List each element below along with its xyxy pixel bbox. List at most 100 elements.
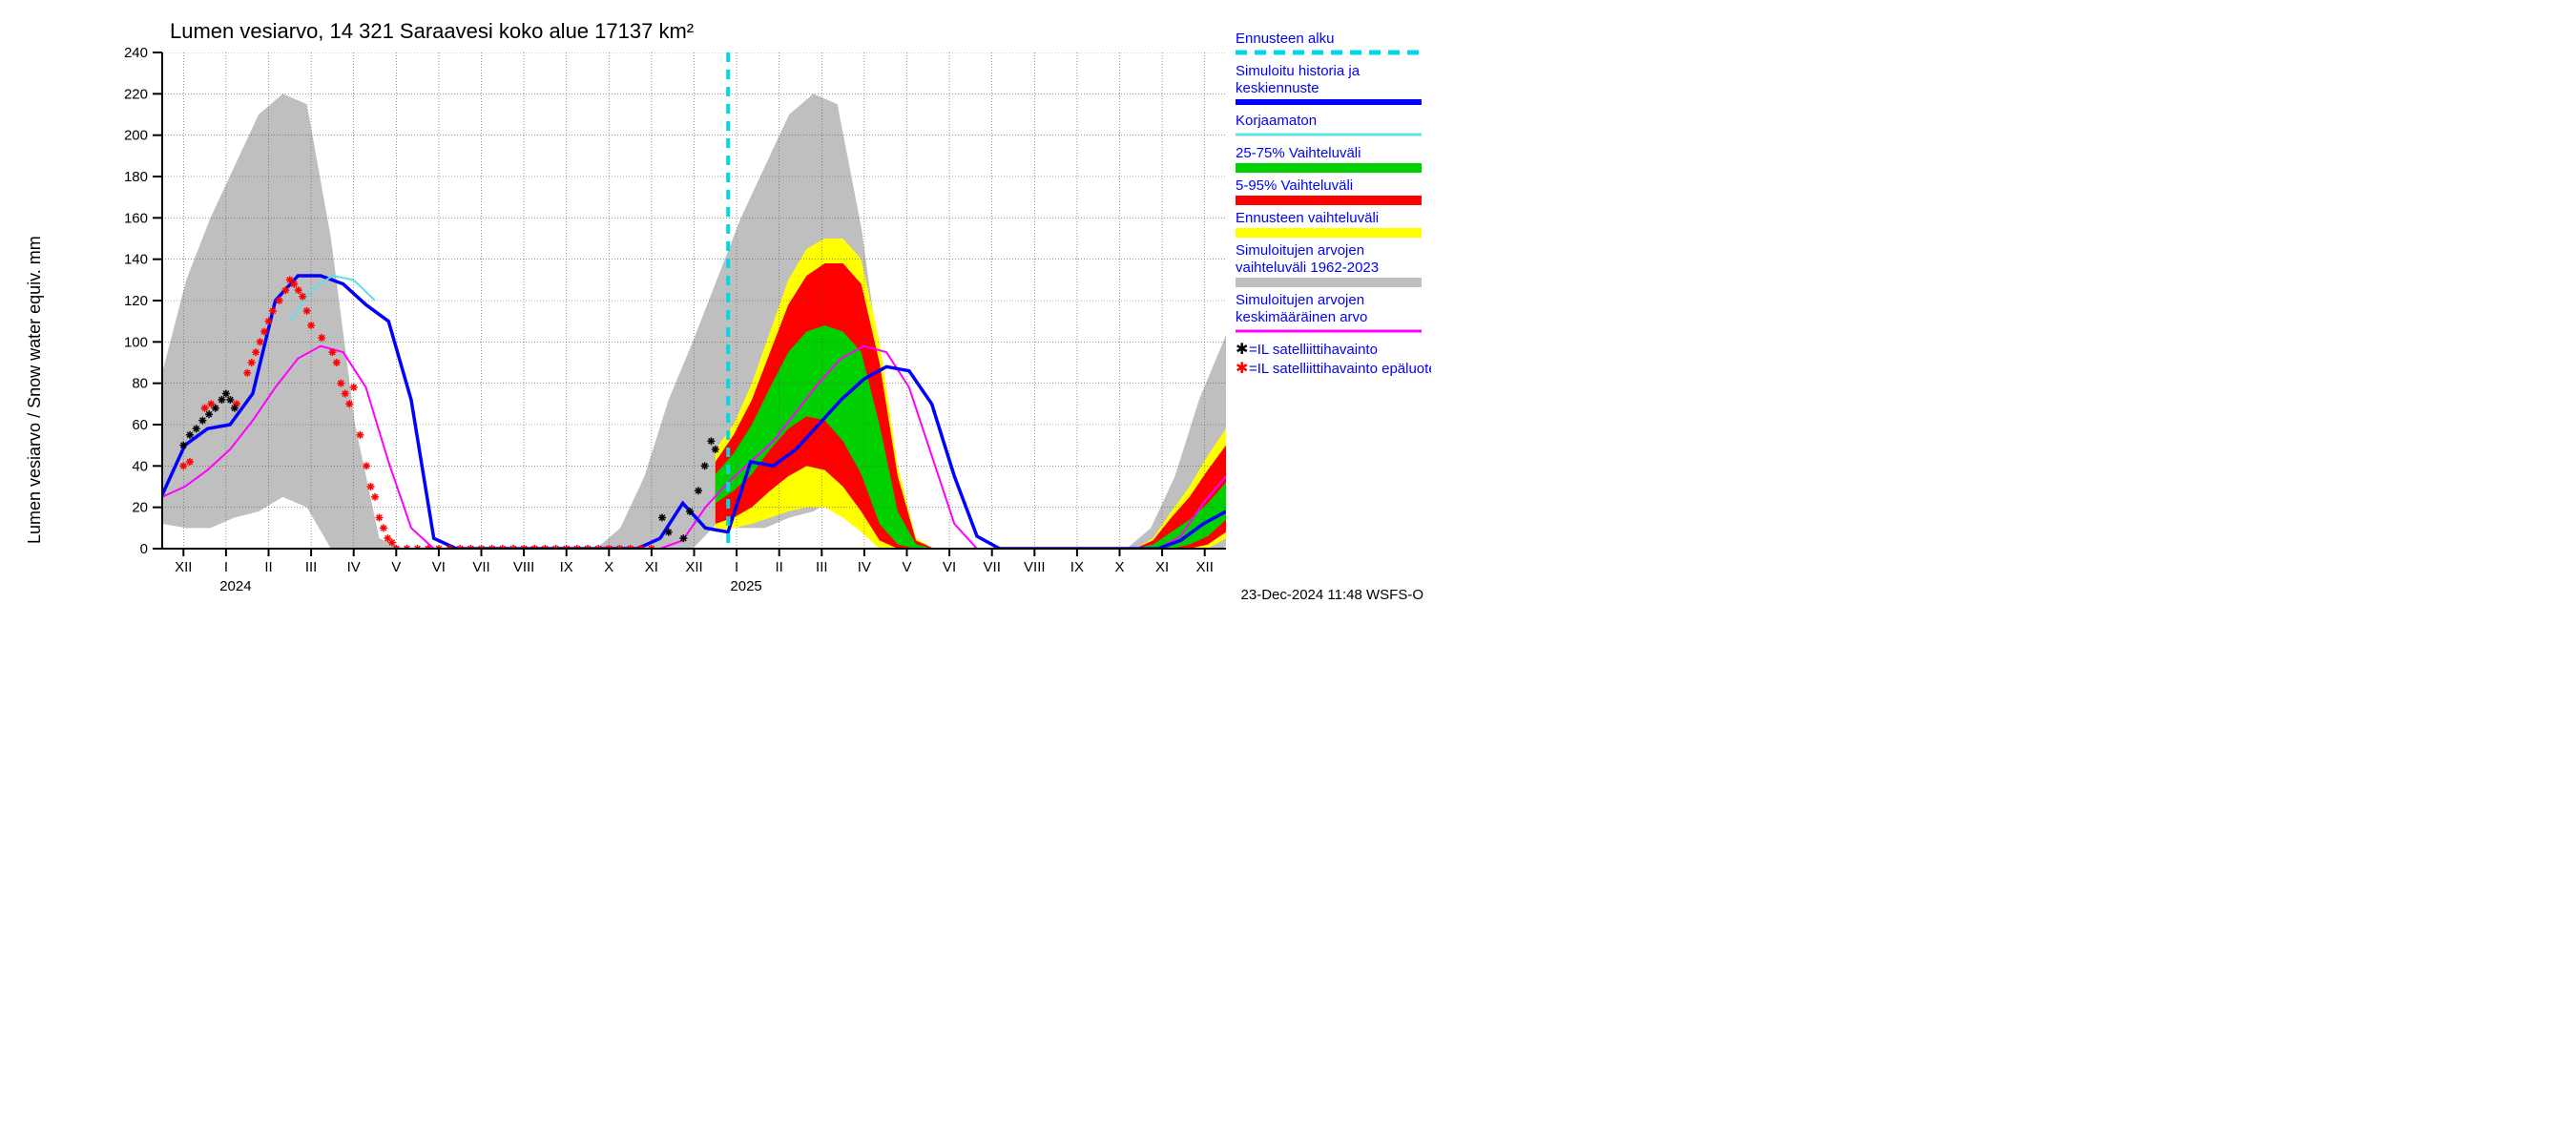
sat-point: [252, 348, 260, 356]
x-tick-label: III: [305, 559, 318, 575]
sat-point: [333, 359, 341, 366]
y-tick-label: 40: [132, 458, 148, 474]
chart-title: Lumen vesiarvo, 14 321 Saraavesi koko al…: [170, 19, 694, 43]
sat-point: [665, 529, 673, 536]
timestamp-label: 23-Dec-2024 11:48 WSFS-O: [1241, 587, 1423, 603]
x-tick-label: II: [776, 559, 783, 575]
sat-point: [658, 514, 666, 522]
y-tick-label: 240: [124, 45, 148, 61]
sat-point: [388, 539, 396, 547]
sat-point: [707, 437, 715, 445]
sat-point: [299, 293, 306, 301]
y-tick-label: 220: [124, 86, 148, 102]
sat-point: [276, 297, 283, 304]
x-tick-label: VI: [432, 559, 446, 575]
legend-label: Simuloitujen arvojen: [1236, 292, 1364, 308]
x-tick-label: V: [391, 559, 401, 575]
sat-point: [328, 348, 336, 356]
x-tick-label: X: [604, 559, 613, 575]
sat-point: [248, 359, 256, 366]
legend-swatch: [1236, 228, 1422, 238]
sat-point: [307, 322, 315, 329]
legend-label: Ennusteen vaihteluväli: [1236, 210, 1379, 226]
x-tick-label: X: [1114, 559, 1124, 575]
y-tick-label: 100: [124, 334, 148, 350]
x-tick-label: VII: [472, 559, 489, 575]
x-tick-label: IX: [1070, 559, 1084, 575]
x-tick-label: I: [735, 559, 738, 575]
x-tick-label: IX: [560, 559, 573, 575]
sat-point: [303, 307, 311, 315]
sat-point: [218, 396, 225, 404]
sat-point: [257, 338, 264, 345]
y-tick-label: 140: [124, 252, 148, 268]
sat-point: [243, 369, 251, 377]
chart-svg: 020406080100120140160180200220240XIIIIII…: [0, 0, 1431, 611]
chart-container: 020406080100120140160180200220240XIIIIII…: [0, 0, 1431, 611]
y-tick-label: 120: [124, 293, 148, 309]
x-tick-label: V: [902, 559, 911, 575]
legend-swatch: [1236, 278, 1422, 287]
sat-point: [212, 405, 219, 412]
sat-point: [265, 318, 273, 325]
y-tick-label: 60: [132, 417, 148, 433]
sat-point: [205, 410, 213, 418]
sat-point: [695, 487, 702, 494]
legend-star: ✱: [1236, 361, 1248, 377]
x-tick-label: VIII: [513, 559, 535, 575]
y-tick-label: 200: [124, 128, 148, 144]
legend-label: Ennusteen alku: [1236, 31, 1334, 47]
sat-point: [290, 281, 298, 288]
legend-star: ✱: [1236, 342, 1248, 358]
x-tick-label: IV: [347, 559, 361, 575]
legend-label: 5-95% Vaihteluväli: [1236, 177, 1353, 194]
sat-point: [337, 380, 344, 387]
sat-point: [380, 524, 387, 531]
x-tick-label: XI: [1155, 559, 1169, 575]
sat-point: [179, 462, 187, 469]
y-tick-label: 160: [124, 210, 148, 226]
sat-point: [318, 334, 325, 342]
y-tick-label: 20: [132, 500, 148, 516]
y-tick-label: 180: [124, 169, 148, 185]
y-axis-label: Lumen vesiarvo / Snow water equiv. mm: [25, 236, 44, 544]
sat-point: [179, 442, 187, 449]
sat-point: [269, 307, 277, 315]
legend-label: Korjaamaton: [1236, 113, 1317, 129]
x-tick-label: III: [816, 559, 828, 575]
legend-label: Simuloitu historia ja: [1236, 63, 1361, 79]
x-tick-label: XII: [685, 559, 702, 575]
legend-label: keskiennuste: [1236, 80, 1319, 96]
sat-point: [371, 493, 379, 501]
x-tick-label: XI: [645, 559, 658, 575]
legend-label: 25-75% Vaihteluväli: [1236, 145, 1361, 161]
x-tick-label: I: [224, 559, 228, 575]
sat-point: [679, 534, 687, 542]
legend-label: Simuloitujen arvojen: [1236, 242, 1364, 259]
x-tick-label: VI: [943, 559, 956, 575]
sat-point: [712, 446, 719, 453]
sat-point: [367, 483, 375, 490]
legend-label: =IL satelliittihavainto: [1249, 342, 1378, 358]
y-tick-label: 0: [140, 541, 148, 557]
sat-point: [281, 286, 289, 294]
legend-label: =IL satelliittihavainto epäluotettava: [1249, 361, 1431, 377]
sat-point: [363, 462, 370, 469]
x-year-label: 2024: [219, 578, 251, 594]
y-tick-label: 80: [132, 376, 148, 392]
sat-point: [686, 508, 694, 515]
legend-label: vaihteluväli 1962-2023: [1236, 260, 1379, 276]
sat-point: [226, 396, 234, 404]
sat-point: [295, 286, 302, 294]
legend-label: keskimääräinen arvo: [1236, 309, 1367, 325]
x-tick-label: II: [264, 559, 272, 575]
x-tick-label: XII: [1196, 559, 1214, 575]
sat-point: [260, 328, 268, 336]
sat-point: [342, 390, 349, 398]
x-tick-label: VIII: [1024, 559, 1046, 575]
x-tick-label: IV: [858, 559, 871, 575]
sat-point: [345, 400, 353, 407]
sat-point: [701, 462, 709, 469]
sat-point: [350, 384, 358, 391]
x-year-label: 2025: [730, 578, 761, 594]
